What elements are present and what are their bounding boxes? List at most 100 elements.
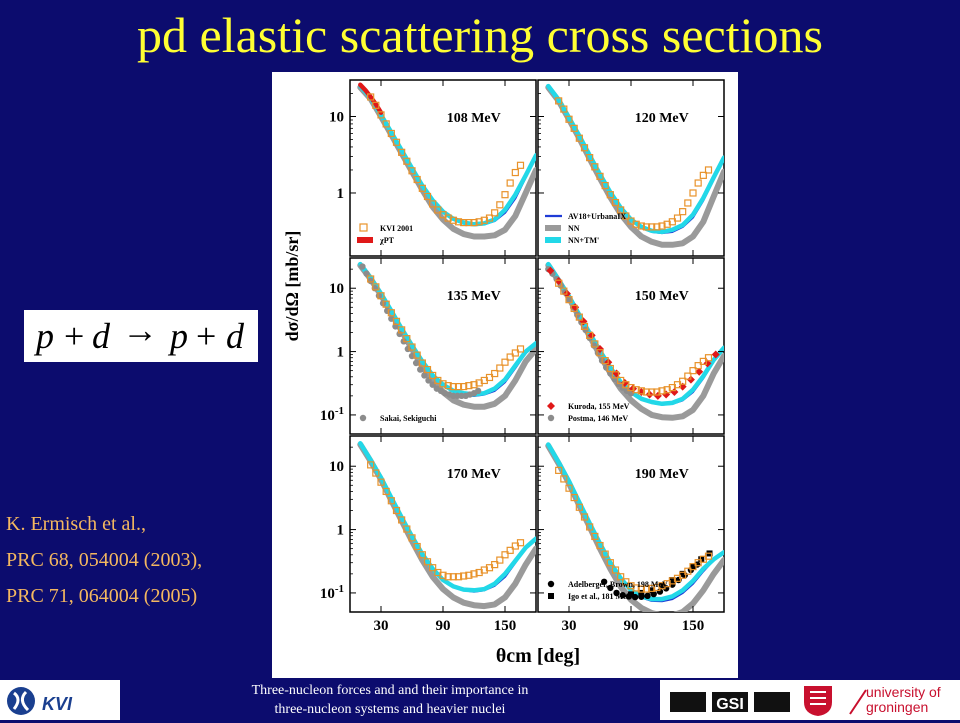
- chart-panel-0: 10 1 108 MeV KVI 2001 χPT: [329, 79, 537, 257]
- kvi-data-point: [611, 566, 620, 574]
- kvi-data-point: [403, 335, 411, 343]
- kvi-data-point: [627, 582, 635, 590]
- legend-label: Adelberger, Brown, 198 MeV: [568, 580, 668, 589]
- reaction-equation: p + d → p + d: [24, 310, 258, 362]
- references: K. Ermisch et al., PRC 68, 054004 (2003)…: [6, 506, 202, 614]
- data-point: [607, 584, 614, 592]
- data-point: [474, 387, 482, 395]
- kvi-data-point: [570, 493, 578, 502]
- cross-section-figure: 10 1 108 MeV KVI 2001 χPT 120 MeV AV18+UrbanaI…: [272, 72, 738, 678]
- kvi-data-point: [367, 461, 375, 469]
- kvi-logo-text: KVI: [42, 694, 73, 714]
- kvi-data-point: [429, 564, 437, 572]
- chart-panel-4: 10 1 10-1 170 MeV 30 90 150: [320, 435, 537, 634]
- equation-lhs-proton: p: [36, 316, 54, 356]
- x-tick-label: 30: [374, 618, 389, 634]
- kvi-data-point: [694, 362, 702, 370]
- kvi-data-point: [555, 466, 563, 474]
- kvi-data-point: [403, 525, 411, 533]
- kvi-data-point: [632, 220, 640, 228]
- kvi-data-point: [684, 372, 692, 380]
- chart-panel-3: 150 MeV Kuroda, 155 MeV Postma, 146 MeV: [537, 257, 725, 435]
- kvi-data-point: [496, 201, 504, 209]
- kvi-data-point: [429, 200, 437, 208]
- legend-marker: [547, 580, 555, 588]
- panel-plot-area: [545, 83, 724, 248]
- kvi-data-point: [689, 563, 697, 571]
- x-tick-label: 90: [436, 618, 451, 634]
- university-line2: groningen: [866, 699, 929, 715]
- kvi-data-point: [506, 546, 514, 554]
- chart-panel-5: 190 MeV Adelberger, Brown, 198 MeV Igo et …: [537, 435, 725, 634]
- kvi-data-point: [586, 523, 594, 531]
- kvi-data-point: [449, 216, 457, 224]
- kvi-data-point: [392, 506, 401, 515]
- nn-tm-band: [546, 83, 724, 235]
- cross-section-chart: 10 1 108 MeV KVI 2001 χPT 120 MeV AV18+UrbanaI…: [282, 79, 725, 667]
- kvi-data-point: [632, 386, 640, 394]
- kvi-data-point: [560, 287, 568, 295]
- kvi-data-point: [601, 550, 609, 558]
- panel-energy-label: 170 MeV: [447, 467, 501, 482]
- kvi-data-point: [398, 516, 406, 524]
- university-groningen-logo: university of groningen: [848, 682, 958, 718]
- data-point: [669, 576, 676, 583]
- kvi-data-point: [642, 388, 651, 396]
- legend-label: KVI 2001: [380, 224, 413, 233]
- kvi-data-point: [485, 373, 494, 382]
- gsi-logo: GSI: [666, 684, 796, 718]
- kvi-data-point: [689, 189, 697, 197]
- kvi-logo: KVI: [4, 684, 94, 718]
- kvi-data-point: [601, 357, 609, 365]
- nn-tm-band: [358, 261, 536, 397]
- kvi-data-point: [444, 382, 452, 390]
- gsi-logo-text: GSI: [716, 696, 744, 713]
- y-axis-label: dσ/dΩ [mb/sr]: [282, 231, 302, 342]
- kvi-data-point: [367, 93, 375, 101]
- kvi-data-point: [465, 571, 473, 579]
- kvi-data-point: [653, 388, 661, 396]
- panel-plot-area: [545, 261, 724, 421]
- x-tick-label: 30: [562, 618, 577, 634]
- kvi-data-point: [580, 322, 589, 330]
- panel-energy-label: 120 MeV: [635, 111, 689, 126]
- data-point: [648, 587, 655, 594]
- kvi-data-point: [439, 571, 447, 579]
- legend-label: NN: [568, 224, 580, 233]
- data-point: [638, 589, 645, 596]
- legend-label: Postma, 146 MeV: [568, 414, 628, 423]
- y-tick-label: 10: [329, 281, 344, 297]
- data-point: [546, 266, 555, 275]
- kvi-data-point: [591, 532, 599, 541]
- kvi-data-point: [684, 567, 692, 575]
- kvi-data-point: [460, 383, 468, 391]
- data-point: [421, 372, 428, 379]
- kvi-data-point: [372, 283, 380, 291]
- legend-marker: [547, 402, 555, 410]
- kvi-data-point: [496, 556, 504, 564]
- kvi-data-point: [475, 218, 483, 226]
- kvi-data-point: [565, 115, 573, 123]
- reference-prc-68: PRC 68, 054004 (2003),: [6, 549, 203, 571]
- kvi-data-point: [653, 223, 661, 231]
- kvi-data-point: [423, 365, 432, 374]
- kvi-data-point: [611, 198, 620, 207]
- kvi-data-point: [694, 179, 702, 187]
- university-crest-icon: [800, 682, 836, 718]
- legend-label: Kuroda, 155 MeV: [568, 402, 630, 411]
- kvi-data-point: [658, 582, 666, 590]
- legend-label: AV18+UrbanaIX: [568, 212, 626, 221]
- y-tick-label: 1: [337, 186, 345, 202]
- data-point: [359, 263, 366, 270]
- chiral-pt-band: [358, 82, 384, 115]
- kvi-data-point: [570, 124, 578, 132]
- kvi-data-point: [637, 222, 645, 230]
- legend-marker: [548, 593, 554, 599]
- kvi-data-point: [596, 541, 604, 550]
- data-point: [579, 317, 588, 326]
- kvi-data-point: [658, 222, 666, 230]
- kvi-data-point: [408, 534, 416, 542]
- kvi-data-point: [565, 484, 573, 492]
- data-point: [554, 277, 563, 286]
- data-point: [628, 591, 634, 598]
